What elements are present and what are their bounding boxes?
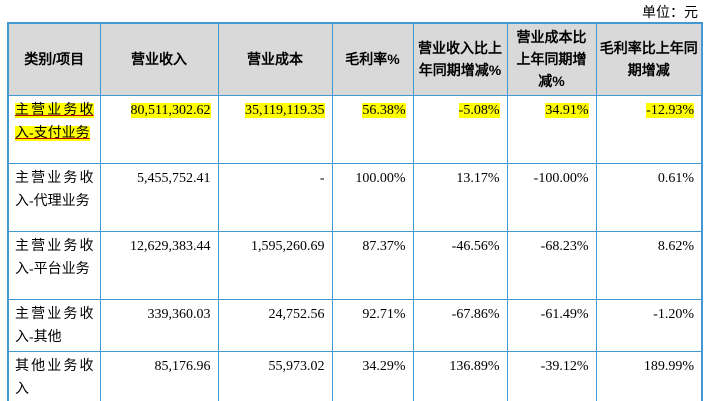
revenue-change-cell: -46.56% [412, 230, 508, 300]
row-label: 主营业务收入-平台业务 [15, 238, 94, 277]
row-label-cell: 主营业务收入-支付业务 [7, 94, 101, 164]
margin-cell: 87.37% [331, 230, 414, 300]
revenue-cell: 80,511,302.62 [99, 94, 219, 164]
column-header-revenue: 营业收入 [99, 22, 219, 96]
margin-change-value: -12.93% [646, 102, 694, 118]
margin-cell: 100.00% [331, 162, 414, 232]
cost-cell: - [217, 162, 333, 232]
row-label: 主营业务收入-代理业务 [15, 170, 94, 209]
revenue-change-value: -5.08% [458, 102, 500, 118]
row-label-cell: 其他业务收入 [7, 350, 101, 401]
revenue-change-cell: 136.89% [412, 350, 508, 401]
cost-cell: 24,752.56 [217, 298, 333, 352]
column-header-category: 类别/项目 [7, 22, 101, 96]
column-header-margin: 毛利率% [331, 22, 414, 96]
column-header-cost-change: 营业成本比上年同期增减% [506, 22, 597, 96]
table-row: 主营业务收入-平台业务 12,629,383.44 1,595,260.69 8… [7, 230, 703, 300]
row-label: 主营业务收入-支付业务 [15, 102, 94, 141]
cost-value: 35,119,119.35 [245, 102, 325, 118]
margin-change-cell: 8.62% [595, 230, 703, 300]
revenue-cell: 5,455,752.41 [99, 162, 219, 232]
table-header-row: 类别/项目 营业收入 营业成本 毛利率% 营业收入比上年同期增减% 营业成本比上… [7, 22, 703, 96]
margin-cell: 92.71% [331, 298, 414, 352]
cost-change-cell: -61.49% [506, 298, 597, 352]
row-label: 其他业务收入 [15, 358, 94, 397]
revenue-cell: 339,360.03 [99, 298, 219, 352]
revenue-change-cell: -67.86% [412, 298, 508, 352]
column-header-revenue-change: 营业收入比上年同期增减% [412, 22, 508, 96]
table-row: 主营业务收入-支付业务 80,511,302.62 35,119,119.35 … [7, 94, 703, 164]
margin-change-cell: 0.61% [595, 162, 703, 232]
margin-change-cell: -12.93% [595, 94, 703, 164]
unit-label: 单位：元 [642, 6, 698, 21]
cost-cell: 55,973.02 [217, 350, 333, 401]
row-label: 主营业务收入-其他 [15, 306, 94, 345]
margin-cell: 56.38% [331, 94, 414, 164]
revenue-cell: 85,176.96 [99, 350, 219, 401]
cost-change-cell: -68.23% [506, 230, 597, 300]
row-label-cell: 主营业务收入-其他 [7, 298, 101, 352]
table-row: 其他业务收入 85,176.96 55,973.02 34.29% 136.89… [7, 350, 703, 401]
cost-change-cell: -100.00% [506, 162, 597, 232]
column-header-cost: 营业成本 [217, 22, 333, 96]
cost-cell: 35,119,119.35 [217, 94, 333, 164]
row-label-cell: 主营业务收入-平台业务 [7, 230, 101, 300]
margin-change-cell: 189.99% [595, 350, 703, 401]
column-header-margin-change: 毛利率比上年同期增减 [595, 22, 703, 96]
margin-change-cell: -1.20% [595, 298, 703, 352]
financial-table: 类别/项目 营业收入 营业成本 毛利率% 营业收入比上年同期增减% 营业成本比上… [7, 22, 703, 401]
table-row: 主营业务收入-其他 339,360.03 24,752.56 92.71% -6… [7, 298, 703, 352]
revenue-change-cell: -5.08% [412, 94, 508, 164]
table-row: 主营业务收入-代理业务 5,455,752.41 - 100.00% 13.17… [7, 162, 703, 232]
row-label-cell: 主营业务收入-代理业务 [7, 162, 101, 232]
revenue-change-cell: 13.17% [412, 162, 508, 232]
margin-value: 56.38% [362, 102, 406, 118]
revenue-value: 80,511,302.62 [130, 102, 211, 118]
margin-cell: 34.29% [331, 350, 414, 401]
revenue-cell: 12,629,383.44 [99, 230, 219, 300]
cost-change-cell: 34.91% [506, 94, 597, 164]
cost-change-value: 34.91% [545, 102, 589, 118]
cost-change-cell: -39.12% [506, 350, 597, 401]
cost-cell: 1,595,260.69 [217, 230, 333, 300]
